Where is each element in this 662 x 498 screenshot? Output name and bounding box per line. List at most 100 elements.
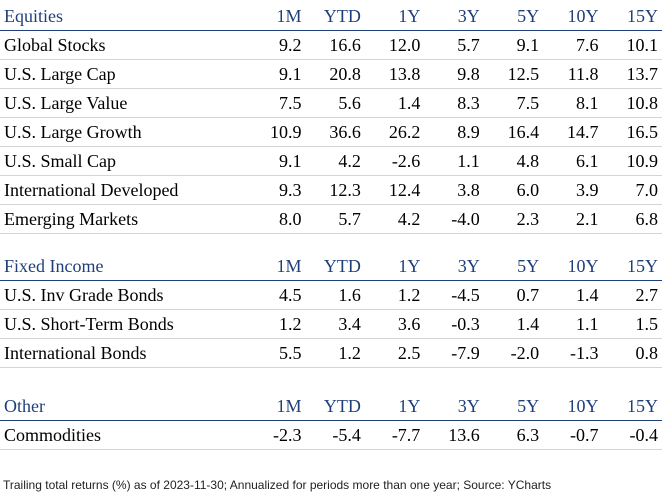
return-value: 2.1 (543, 204, 603, 234)
row-label: International Developed (0, 175, 247, 205)
fixed-income-table: Fixed Income 1M YTD 1Y 3Y 5Y 10Y 15Y U.S. Inv Gr… (0, 252, 662, 368)
section-title: Other (0, 392, 247, 421)
return-value: -0.4 (602, 420, 662, 450)
return-value: 10.9 (246, 117, 306, 147)
section-title: Fixed Income (0, 252, 247, 281)
return-value: 3.6 (364, 309, 425, 339)
return-value: 9.1 (246, 59, 306, 89)
column-header: 1M (246, 392, 306, 421)
return-value: 13.8 (364, 59, 425, 89)
column-header: YTD (305, 252, 365, 281)
return-value: 9.2 (246, 30, 306, 60)
column-header: 3Y (424, 392, 484, 421)
return-value: 16.4 (483, 117, 544, 147)
return-value: 6.3 (483, 420, 544, 450)
return-value: 1.2 (364, 280, 425, 310)
table-row: U.S. Large Value 7.5 5.6 1.4 8.3 7.5 8.1 10.8 (0, 88, 662, 118)
column-header: 1Y (364, 2, 425, 31)
return-value: 1.4 (543, 280, 603, 310)
column-header: 3Y (424, 2, 484, 31)
column-header: 1M (246, 2, 306, 31)
return-value: 3.8 (424, 175, 484, 205)
row-label: U.S. Inv Grade Bonds (0, 280, 247, 310)
return-value: 5.5 (246, 338, 306, 368)
return-value: 1.1 (424, 146, 484, 176)
row-label: Global Stocks (0, 30, 247, 60)
return-value: 9.3 (246, 175, 306, 205)
return-value: 1.4 (364, 88, 425, 118)
column-header: 10Y (543, 2, 603, 31)
return-value: 4.2 (305, 146, 365, 176)
return-value: 5.7 (424, 30, 484, 60)
return-value: 1.1 (543, 309, 603, 339)
table-row: U.S. Large Cap 9.1 20.8 13.8 9.8 12.5 11.8 13.7 (0, 59, 662, 89)
column-header: 5Y (483, 392, 544, 421)
return-value: 9.1 (246, 146, 306, 176)
return-value: 1.6 (305, 280, 365, 310)
table-row: Commodities -2.3 -5.4 -7.7 13.6 6.3 -0.7 -0.4 (0, 420, 662, 450)
return-value: 6.1 (543, 146, 603, 176)
header-row: Equities 1M YTD 1Y 3Y 5Y 10Y 15Y (0, 2, 662, 31)
return-value: 12.4 (364, 175, 425, 205)
equities-table: Equities 1M YTD 1Y 3Y 5Y 10Y 15Y Global Stocks 9.… (0, 2, 662, 234)
return-value: 26.2 (364, 117, 425, 147)
return-value: 9.1 (483, 30, 544, 60)
return-value: -7.7 (364, 420, 425, 450)
table-row: International Bonds 5.5 1.2 2.5 -7.9 -2.0 -1.3… (0, 338, 662, 368)
column-header: 1Y (364, 392, 425, 421)
column-header: 15Y (602, 392, 662, 421)
table-row: U.S. Small Cap 9.1 4.2 -2.6 1.1 4.8 6.1 10.9 (0, 146, 662, 176)
return-value: 13.6 (424, 420, 484, 450)
table-row: Global Stocks 9.2 16.6 12.0 5.7 9.1 7.6 10.1 (0, 30, 662, 60)
return-value: 6.0 (483, 175, 544, 205)
return-value: 7.0 (602, 175, 662, 205)
return-value: -1.3 (543, 338, 603, 368)
return-value: 10.1 (602, 30, 662, 60)
return-value: 12.3 (305, 175, 365, 205)
return-value: 9.8 (424, 59, 484, 89)
return-value: -0.3 (424, 309, 484, 339)
return-value: 2.7 (602, 280, 662, 310)
row-label: International Bonds (0, 338, 247, 368)
section-title: Equities (0, 2, 247, 31)
table-row: U.S. Inv Grade Bonds 4.5 1.6 1.2 -4.5 0.7 1.4 2… (0, 280, 662, 310)
return-value: 11.8 (543, 59, 603, 89)
column-header: 3Y (424, 252, 484, 281)
return-value: 8.3 (424, 88, 484, 118)
return-value: 3.9 (543, 175, 603, 205)
return-value: 13.7 (602, 59, 662, 89)
return-value: -0.7 (543, 420, 603, 450)
row-label: Commodities (0, 420, 247, 450)
return-value: -4.0 (424, 204, 484, 234)
row-label: U.S. Large Value (0, 88, 247, 118)
return-value: 5.7 (305, 204, 365, 234)
return-value: -2.6 (364, 146, 425, 176)
header-row: Fixed Income 1M YTD 1Y 3Y 5Y 10Y 15Y (0, 252, 662, 281)
return-value: 1.5 (602, 309, 662, 339)
return-value: 4.8 (483, 146, 544, 176)
column-header: 15Y (602, 252, 662, 281)
return-value: 14.7 (543, 117, 603, 147)
row-label: Emerging Markets (0, 204, 247, 234)
table-row: U.S. Large Growth 10.9 36.6 26.2 8.9 16.4 14.7… (0, 117, 662, 147)
return-value: 7.5 (246, 88, 306, 118)
return-value: 0.7 (483, 280, 544, 310)
row-label: U.S. Small Cap (0, 146, 247, 176)
return-value: 7.6 (543, 30, 603, 60)
return-value: 7.5 (483, 88, 544, 118)
column-header: 5Y (483, 252, 544, 281)
return-value: 8.0 (246, 204, 306, 234)
column-header: YTD (305, 392, 365, 421)
return-value: -4.5 (424, 280, 484, 310)
return-value: 16.5 (602, 117, 662, 147)
row-label: U.S. Large Growth (0, 117, 247, 147)
table-row: Emerging Markets 8.0 5.7 4.2 -4.0 2.3 2.1 6.8 (0, 204, 662, 234)
return-value: 10.8 (602, 88, 662, 118)
return-value: 3.4 (305, 309, 365, 339)
return-value: 4.2 (364, 204, 425, 234)
return-value: 2.5 (364, 338, 425, 368)
column-header: 1M (246, 252, 306, 281)
column-header: 5Y (483, 2, 544, 31)
return-value: 1.2 (246, 309, 306, 339)
